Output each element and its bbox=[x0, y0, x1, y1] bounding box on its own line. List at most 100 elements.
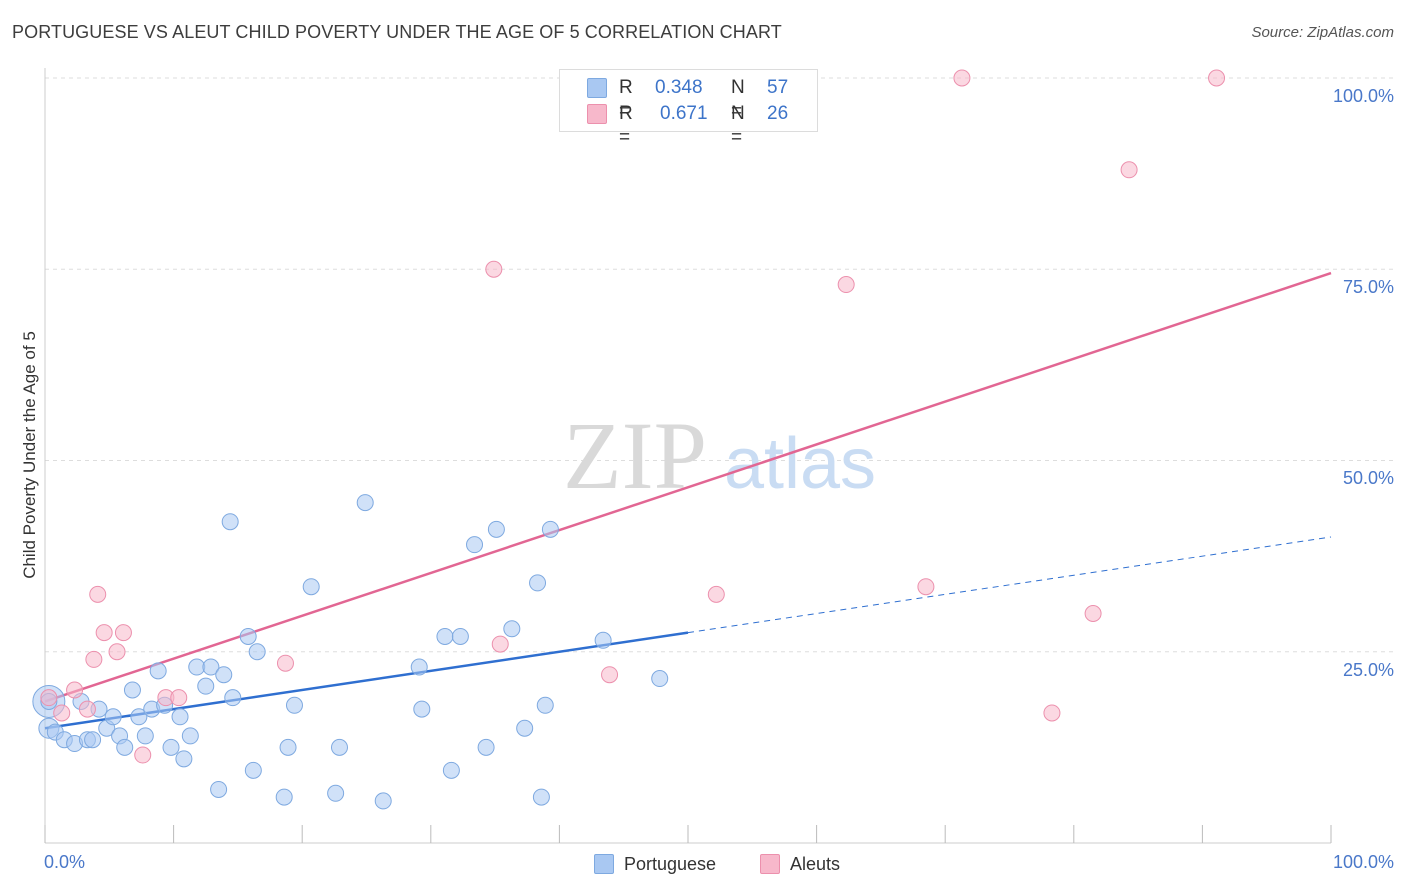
data-point-aleuts bbox=[491, 635, 509, 653]
data-point-aleuts bbox=[78, 700, 96, 718]
data-point-portuguese bbox=[413, 700, 431, 718]
bottom-label-portuguese: Portuguese bbox=[624, 854, 717, 874]
data-point-portuguese bbox=[410, 658, 428, 676]
data-point-portuguese bbox=[239, 627, 257, 645]
data-point-portuguese bbox=[275, 788, 293, 806]
gridlines bbox=[45, 77, 1394, 653]
data-point-portuguese bbox=[529, 574, 547, 592]
watermark: ZIP atlas bbox=[563, 402, 876, 509]
data-point-portuguese bbox=[197, 677, 215, 695]
y-tick-50: 50.0% bbox=[1342, 468, 1394, 488]
data-point-aleuts bbox=[1120, 161, 1138, 179]
data-point-portuguese bbox=[248, 643, 266, 661]
legend-swatch-portuguese bbox=[587, 78, 607, 98]
data-point-portuguese bbox=[149, 662, 167, 680]
data-point-portuguese bbox=[532, 788, 550, 806]
data-point-portuguese bbox=[136, 727, 154, 745]
data-point-portuguese bbox=[503, 620, 521, 638]
data-point-portuguese bbox=[202, 658, 220, 676]
legend-n-value: 26 bbox=[767, 103, 789, 124]
data-point-aleuts bbox=[53, 704, 71, 722]
legend: R = 0.348 N = 57 R = 0.671 N = 26 bbox=[559, 69, 818, 148]
data-point-aleuts bbox=[917, 578, 935, 596]
legend-n-label: N = bbox=[731, 77, 745, 122]
data-point-aleuts bbox=[1084, 605, 1102, 622]
data-point-portuguese bbox=[116, 738, 134, 756]
data-point-aleuts bbox=[114, 624, 132, 642]
legend-r-label: R = bbox=[619, 103, 633, 148]
data-point-aleuts bbox=[276, 654, 294, 672]
data-point-portuguese bbox=[104, 708, 122, 726]
data-point-portuguese bbox=[466, 536, 484, 554]
data-points bbox=[32, 69, 1226, 810]
data-point-aleuts bbox=[837, 276, 855, 294]
data-point-portuguese bbox=[215, 666, 233, 684]
bottom-swatch-aleuts bbox=[760, 854, 780, 874]
data-point-portuguese bbox=[175, 750, 193, 768]
data-point-aleuts bbox=[85, 650, 103, 668]
data-point-aleuts bbox=[953, 69, 971, 87]
data-point-portuguese bbox=[123, 681, 141, 699]
data-point-aleuts bbox=[89, 585, 107, 603]
chart-title: PORTUGUESE VS ALEUT CHILD POVERTY UNDER … bbox=[12, 22, 782, 42]
data-point-portuguese bbox=[451, 627, 469, 645]
data-point-aleuts bbox=[1043, 704, 1061, 722]
data-point-aleuts bbox=[485, 260, 503, 278]
x-tick-max: 100.0% bbox=[1332, 852, 1394, 872]
x-tick-min: 0.0% bbox=[44, 852, 86, 872]
legend-r-value: 0.348 bbox=[655, 77, 703, 98]
data-point-portuguese bbox=[224, 689, 242, 707]
data-point-portuguese bbox=[244, 761, 262, 779]
legend-n-value: 57 bbox=[767, 77, 789, 98]
data-point-portuguese bbox=[541, 520, 559, 538]
data-point-portuguese bbox=[84, 731, 102, 749]
data-point-portuguese bbox=[436, 627, 454, 645]
data-point-aleuts bbox=[134, 746, 152, 764]
data-point-aleuts bbox=[95, 624, 113, 642]
data-point-portuguese bbox=[210, 780, 228, 798]
data-point-aleuts bbox=[108, 643, 126, 661]
data-point-portuguese bbox=[171, 708, 189, 726]
data-point-aleuts bbox=[40, 689, 58, 707]
legend-swatch-aleuts bbox=[587, 104, 607, 124]
source-label: Source: ZipAtlas.com bbox=[1251, 24, 1394, 41]
trend-line-extension-portuguese bbox=[687, 536, 1332, 634]
data-point-portuguese bbox=[477, 738, 495, 756]
data-point-portuguese bbox=[130, 708, 148, 726]
data-point-portuguese bbox=[356, 494, 374, 512]
data-point-portuguese bbox=[374, 792, 392, 810]
data-point-portuguese bbox=[327, 784, 345, 802]
data-point-portuguese bbox=[516, 719, 534, 737]
legend-n-label: N = bbox=[731, 103, 745, 148]
data-point-portuguese bbox=[221, 513, 239, 531]
y-axis-label: Child Poverty Under the Age of 5 bbox=[20, 331, 39, 579]
data-point-portuguese bbox=[442, 761, 460, 779]
y-tick-25: 25.0% bbox=[1342, 660, 1394, 680]
data-point-aleuts bbox=[66, 681, 84, 699]
bottom-label-aleuts: Aleuts bbox=[790, 854, 841, 874]
legend-r-value: 0.671 bbox=[660, 103, 708, 124]
data-point-aleuts bbox=[601, 666, 619, 684]
trend-line-aleuts bbox=[44, 271, 1332, 703]
data-point-portuguese bbox=[594, 631, 612, 649]
data-point-aleuts bbox=[170, 689, 188, 707]
data-point-portuguese bbox=[330, 738, 348, 756]
data-point-portuguese bbox=[285, 696, 303, 714]
data-point-aleuts bbox=[1208, 69, 1226, 87]
data-point-portuguese bbox=[302, 578, 320, 596]
legend-r-label: R = bbox=[619, 77, 633, 122]
y-tick-100: 100.0% bbox=[1332, 86, 1394, 106]
data-point-portuguese bbox=[188, 658, 206, 676]
y-tick-75: 75.0% bbox=[1342, 277, 1394, 297]
data-point-portuguese bbox=[279, 738, 297, 756]
data-point-portuguese bbox=[487, 520, 505, 538]
watermark-atlas: atlas bbox=[724, 424, 876, 504]
data-point-portuguese bbox=[162, 738, 180, 756]
data-point-portuguese bbox=[536, 696, 554, 714]
watermark-zip: ZIP bbox=[563, 402, 707, 509]
data-point-portuguese bbox=[651, 670, 669, 688]
bottom-swatch-portuguese bbox=[594, 854, 614, 874]
data-point-portuguese bbox=[181, 727, 199, 745]
data-point-aleuts bbox=[707, 585, 725, 603]
